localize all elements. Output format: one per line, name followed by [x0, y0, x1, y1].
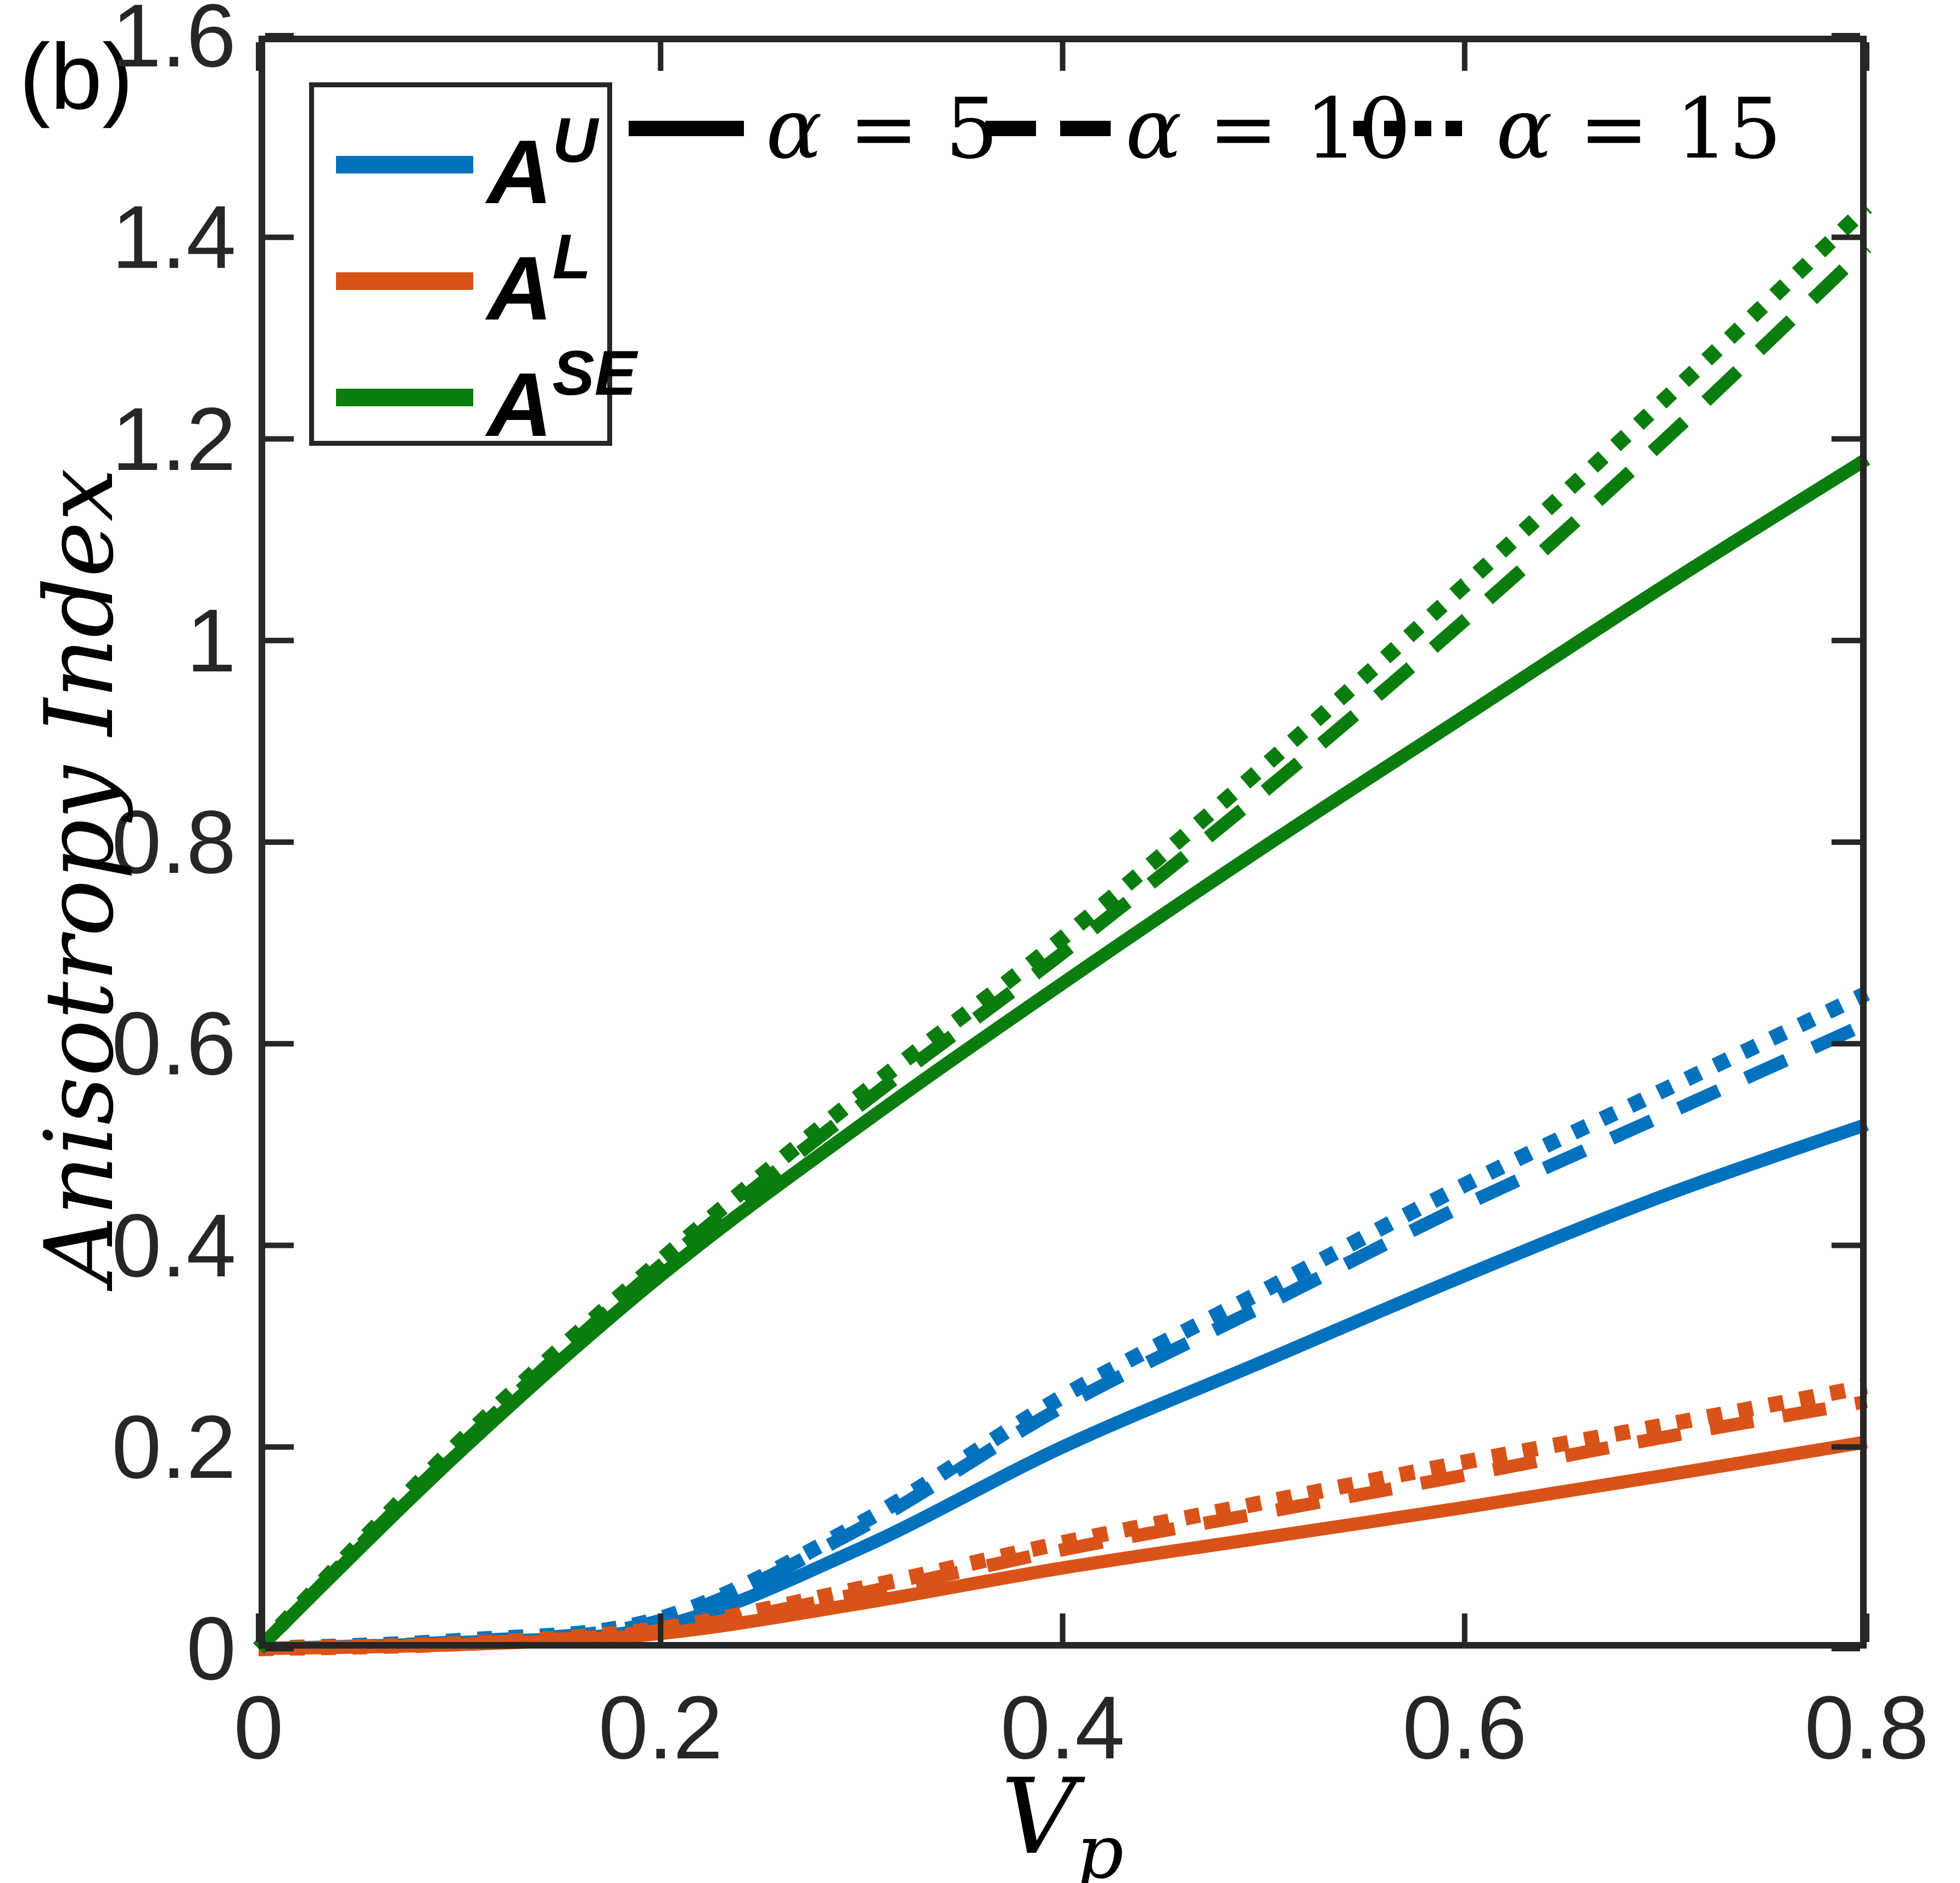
panel-label: (b)	[19, 25, 133, 129]
y-axis-title: Anisotropy Index	[24, 468, 135, 1285]
plot-frame	[259, 36, 1867, 1649]
x-axis-title: Vp	[953, 1765, 1172, 1883]
y-tick-label-0: 0	[186, 1598, 236, 1699]
dash-segment	[1415, 121, 1431, 136]
y-tick-label-0.8: 0.8	[111, 792, 236, 892]
curve-a-se-alpha-5	[254, 453, 1871, 1654]
curve-a-l-alpha-15	[258, 1378, 1868, 1656]
linestyle-label-alpha-5: α = 5	[766, 80, 999, 177]
curve-a-se-alpha-15	[253, 201, 1872, 1654]
x-axis-title-subscript: p	[1076, 1809, 1124, 1883]
series-legend: AU AL ASE	[309, 82, 637, 450]
legend-label-a-l: AL	[487, 222, 591, 339]
y-tick-label-0.4: 0.4	[111, 1195, 236, 1296]
dash-segment	[1060, 121, 1111, 136]
y-tick-label-1.4: 1.4	[111, 187, 236, 288]
dash-segment	[985, 121, 1036, 136]
y-tick-label-0.6: 0.6	[111, 993, 236, 1094]
y-tick-label-1: 1	[186, 590, 236, 691]
x-tick-label-0.6: 0.6	[1402, 1677, 1527, 1778]
x-tick-label-0: 0	[233, 1677, 284, 1778]
x-tick-label-0.8: 0.8	[1804, 1677, 1929, 1778]
legend-entry-a-l: AL	[314, 220, 607, 342]
dash-segment	[1446, 121, 1462, 136]
plot-area	[253, 33, 1872, 1656]
linestyle-label-alpha-10: α = 10	[1125, 80, 1412, 177]
x-tick-label-0.4: 0.4	[1000, 1677, 1125, 1778]
legend-entry-a-u: AU	[314, 104, 607, 226]
dash-segment	[629, 121, 744, 136]
x-tick-label-0.2: 0.2	[598, 1677, 723, 1778]
y-tick-label-1.6: 1.6	[111, 0, 236, 86]
legend-swatch-orange	[336, 272, 473, 290]
legend-swatch-blue	[336, 156, 473, 173]
linestyle-swatch-solid	[629, 121, 744, 136]
dash-segment	[1353, 121, 1370, 136]
curve-a-l-alpha-10	[258, 1395, 1868, 1655]
legend-label-a-se: ASE	[487, 338, 637, 455]
legend-swatch-green	[336, 389, 473, 406]
legend-label-a-u: AU	[487, 105, 598, 222]
y-tick-label-1.2: 1.2	[111, 388, 236, 489]
dash-segment	[1384, 121, 1401, 136]
x-axis-title-base: V	[1001, 1756, 1077, 1878]
linestyle-swatch-dashed	[985, 121, 1111, 136]
legend-entry-a-se: ASE	[314, 337, 637, 458]
curve-a-se-alpha-10	[254, 242, 1872, 1654]
curve-a-u-alpha-15	[258, 986, 1871, 1656]
linestyle-swatch-dotted	[1353, 121, 1462, 136]
linestyle-label-alpha-15: α = 15	[1496, 80, 1782, 177]
y-tick-label-0.2: 0.2	[111, 1396, 236, 1497]
